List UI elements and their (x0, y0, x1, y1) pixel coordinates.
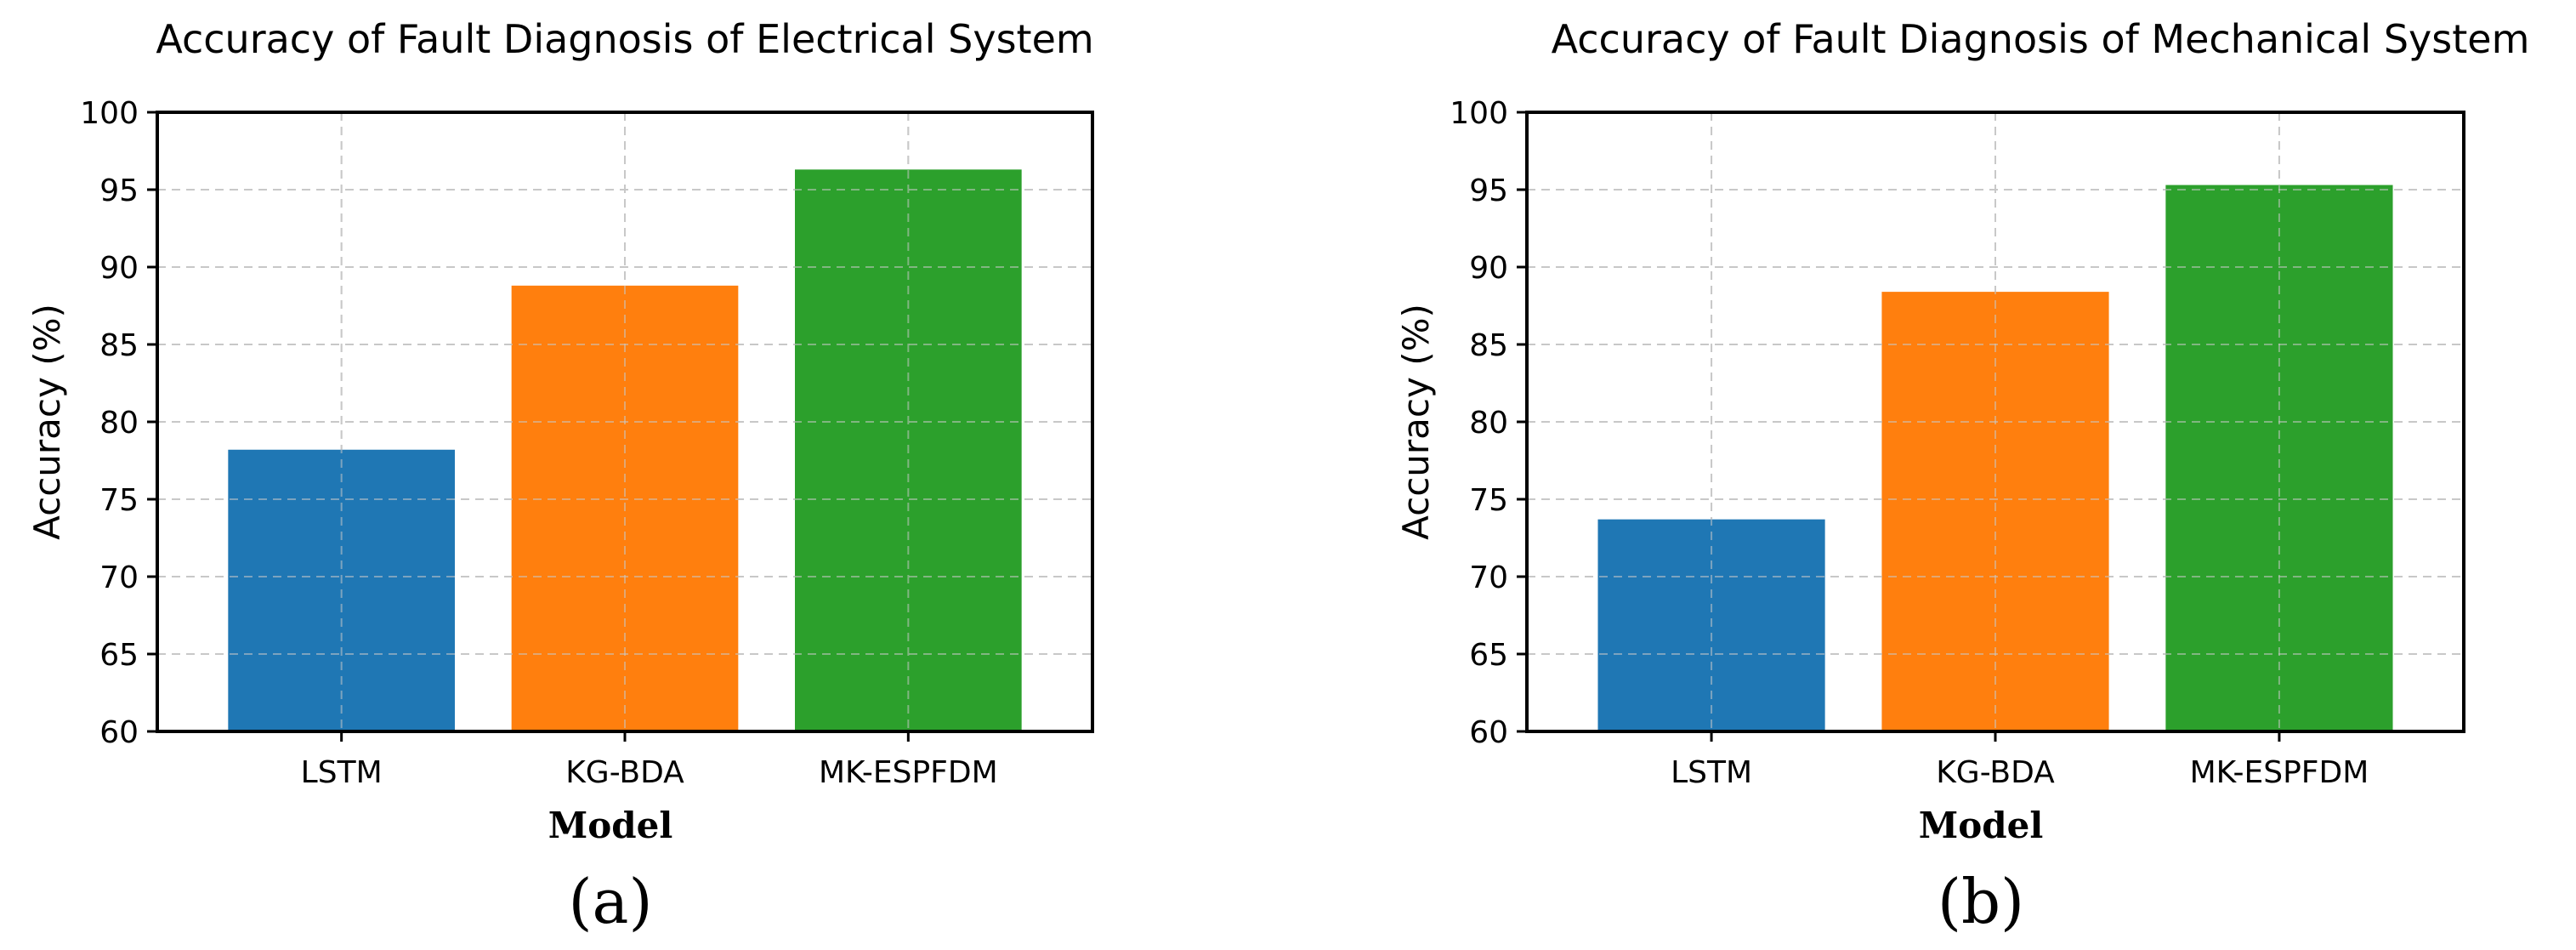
y-tick-label: 85 (99, 328, 139, 363)
y-axis-label: Accuracy (%) (1395, 304, 1437, 540)
plot-frame (156, 111, 1094, 733)
x-tick-label: MK-ESPFDM (819, 755, 998, 790)
y-tick-label: 100 (80, 96, 139, 131)
y-tick-label: 80 (1469, 406, 1508, 441)
y-tick-label: 75 (99, 483, 139, 518)
x-tick-label: LSTM (1671, 755, 1752, 790)
y-tick-label: 90 (99, 251, 139, 286)
panel-label: (a) (568, 866, 652, 937)
y-tick-label: 65 (99, 638, 139, 673)
x-tick-label: MK-ESPFDM (2190, 755, 2369, 790)
y-tick-label: 90 (1469, 251, 1508, 286)
y-tick-label: 60 (99, 715, 139, 750)
y-axis-label: Accuracy (%) (26, 304, 68, 540)
y-tick-label: 100 (1450, 96, 1508, 131)
x-tick-label: KG-BDA (1936, 755, 2055, 790)
y-tick-label: 85 (1469, 328, 1508, 363)
y-tick-label: 80 (99, 406, 139, 441)
x-tick-label: KG-BDA (565, 755, 684, 790)
y-tick-label: 70 (1469, 560, 1508, 595)
plot-frame (1525, 111, 2465, 733)
x-axis-label: Model (1919, 805, 2044, 846)
y-tick-label: 95 (1469, 174, 1508, 208)
panel-label: (b) (1938, 866, 2024, 937)
y-tick-label: 60 (1469, 715, 1508, 750)
y-tick-label: 70 (99, 560, 139, 595)
chart-title: Accuracy of Fault Diagnosis of Mechanica… (1552, 16, 2530, 62)
chart-title: Accuracy of Fault Diagnosis of Electrica… (156, 16, 1093, 62)
y-tick-label: 65 (1469, 638, 1508, 673)
y-tick-label: 75 (1469, 483, 1508, 518)
chart-electrical-system: Accuracy of Fault Diagnosis of Electrica… (26, 16, 1094, 937)
y-tick-label: 95 (99, 174, 139, 208)
x-axis-label: Model (548, 805, 673, 846)
chart-mechanical-system: Accuracy of Fault Diagnosis of Mechanica… (1395, 16, 2529, 937)
x-tick-label: LSTM (301, 755, 383, 790)
